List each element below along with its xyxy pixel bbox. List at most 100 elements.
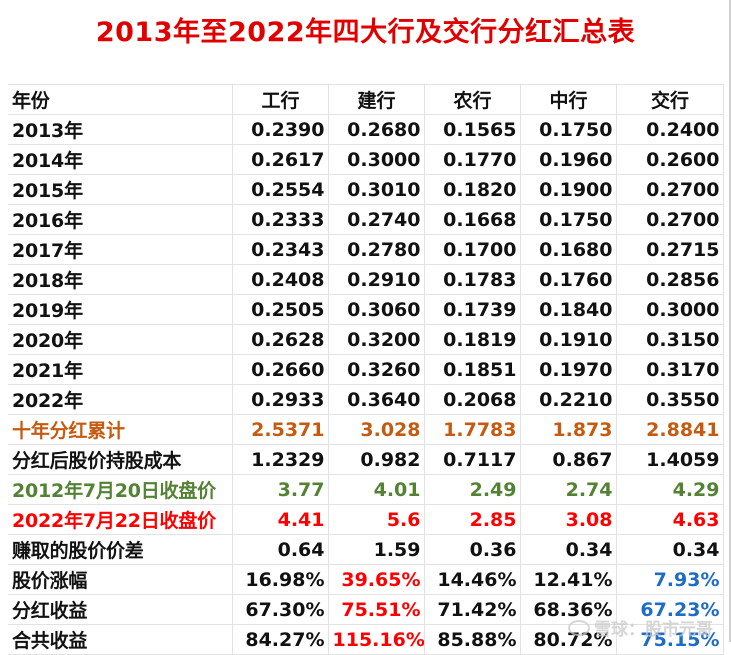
cell-bocom: 1.4059	[616, 444, 724, 475]
table-row-close-2022: 2022年7月22日收盘价 4.41 5.6 2.85 3.08 4.63	[8, 504, 724, 535]
header-year: 年份	[8, 84, 233, 115]
cell-ccb: 0.2680	[328, 114, 425, 145]
cell-icbc: 0.2390	[232, 114, 329, 145]
cell-bocom: 75.15%	[616, 624, 724, 655]
header-icbc: 工行	[232, 84, 329, 115]
row-label: 2018年	[8, 264, 233, 295]
cell-icbc: 16.98%	[232, 564, 329, 595]
cell-icbc: 67.30%	[232, 594, 329, 625]
cell-bocom: 67.23%	[616, 594, 724, 625]
cell-abc: 0.1851	[424, 354, 521, 385]
cell-abc: 0.1819	[424, 324, 521, 355]
cell-icbc: 2.5371	[232, 414, 329, 445]
cell-abc: 0.7117	[424, 444, 521, 475]
cell-bocom: 0.2856	[616, 264, 724, 295]
row-label: 2021年	[8, 354, 233, 385]
cell-icbc: 0.2333	[232, 204, 329, 235]
row-label: 合共收益	[8, 624, 233, 655]
cell-bocom: 7.93%	[616, 564, 724, 595]
header-ccb: 建行	[328, 84, 425, 115]
cell-icbc: 0.2554	[232, 174, 329, 205]
cell-ccb: 0.3260	[328, 354, 425, 385]
cell-boc: 80.72%	[520, 624, 617, 655]
row-label: 2015年	[8, 174, 233, 205]
cell-bocom: 0.2715	[616, 234, 724, 265]
header-boc: 中行	[520, 84, 617, 115]
cell-abc: 2.85	[424, 504, 521, 535]
cell-boc: 0.1840	[520, 294, 617, 325]
cell-boc: 0.1970	[520, 354, 617, 385]
cell-ccb: 0.3200	[328, 324, 425, 355]
cell-icbc: 0.2505	[232, 294, 329, 325]
cell-boc: 3.08	[520, 504, 617, 535]
cell-abc: 0.36	[424, 534, 521, 565]
row-label: 2019年	[8, 294, 233, 325]
cell-bocom: 0.3000	[616, 294, 724, 325]
table-row-price-diff: 赚取的股价价差 0.64 1.59 0.36 0.34 0.34	[8, 534, 724, 565]
table-header-row: 年份 工行 建行 农行 中行 交行	[8, 84, 724, 115]
cell-icbc: 3.77	[232, 474, 329, 505]
cell-ccb: 0.2910	[328, 264, 425, 295]
cell-abc: 0.1739	[424, 294, 521, 325]
table-row: 2022年 0.2933 0.3640 0.2068 0.2210 0.3550	[8, 384, 724, 415]
cell-abc: 0.1770	[424, 144, 521, 175]
cell-boc: 0.34	[520, 534, 617, 565]
cell-ccb: 3.028	[328, 414, 425, 445]
cell-boc: 0.1760	[520, 264, 617, 295]
cell-bocom: 0.3170	[616, 354, 724, 385]
cell-boc: 0.2210	[520, 384, 617, 415]
cell-boc: 0.1960	[520, 144, 617, 175]
row-label: 2016年	[8, 204, 233, 235]
cell-ccb: 0.3010	[328, 174, 425, 205]
row-label: 股价涨幅	[8, 564, 233, 595]
cell-icbc: 0.2933	[232, 384, 329, 415]
cell-bocom: 0.2600	[616, 144, 724, 175]
row-label: 分红收益	[8, 594, 233, 625]
cell-abc: 71.42%	[424, 594, 521, 625]
cell-bocom: 4.63	[616, 504, 724, 535]
table-row: 2016年 0.2333 0.2740 0.1668 0.1750 0.2700	[8, 204, 724, 235]
cell-abc: 1.7783	[424, 414, 521, 445]
cell-icbc: 0.2617	[232, 144, 329, 175]
cell-boc: 12.41%	[520, 564, 617, 595]
table-row: 2013年 0.2390 0.2680 0.1565 0.1750 0.2400	[8, 114, 724, 145]
cell-icbc: 84.27%	[232, 624, 329, 655]
row-label: 2014年	[8, 144, 233, 175]
cell-icbc: 0.2408	[232, 264, 329, 295]
cell-abc: 0.1565	[424, 114, 521, 145]
dividend-table: 年份 工行 建行 农行 中行 交行 2013年 0.2390 0.2680 0.…	[8, 84, 724, 655]
cell-ccb: 1.59	[328, 534, 425, 565]
cell-bocom: 0.34	[616, 534, 724, 565]
cell-ccb: 0.3000	[328, 144, 425, 175]
cell-boc: 0.1900	[520, 174, 617, 205]
cell-icbc: 0.2628	[232, 324, 329, 355]
cell-bocom: 4.29	[616, 474, 724, 505]
cell-boc: 0.867	[520, 444, 617, 475]
cell-bocom: 0.3550	[616, 384, 724, 415]
cell-bocom: 0.2700	[616, 174, 724, 205]
row-label: 分红后股价持股成本	[8, 444, 233, 475]
cell-boc: 0.1680	[520, 234, 617, 265]
cell-boc: 0.1910	[520, 324, 617, 355]
table-row: 2020年 0.2628 0.3200 0.1819 0.1910 0.3150	[8, 324, 724, 355]
row-label: 2012年7月20日收盘价	[8, 474, 233, 505]
cell-ccb: 75.51%	[328, 594, 425, 625]
cell-icbc: 0.2660	[232, 354, 329, 385]
table-row: 2014年 0.2617 0.3000 0.1770 0.1960 0.2600	[8, 144, 724, 175]
row-label: 2022年7月22日收盘价	[8, 504, 233, 535]
cell-abc: 0.1783	[424, 264, 521, 295]
cell-ccb: 0.2740	[328, 204, 425, 235]
cell-bocom: 2.8841	[616, 414, 724, 445]
cell-abc: 14.46%	[424, 564, 521, 595]
cell-boc: 0.1750	[520, 204, 617, 235]
cell-boc: 68.36%	[520, 594, 617, 625]
cell-boc: 1.873	[520, 414, 617, 445]
cell-bocom: 0.3150	[616, 324, 724, 355]
table-row: 2015年 0.2554 0.3010 0.1820 0.1900 0.2700	[8, 174, 724, 205]
row-label: 十年分红累计	[8, 414, 233, 445]
cell-bocom: 0.2700	[616, 204, 724, 235]
table-row: 2017年 0.2343 0.2780 0.1700 0.1680 0.2715	[8, 234, 724, 265]
cell-ccb: 0.2780	[328, 234, 425, 265]
header-bocom: 交行	[616, 84, 724, 115]
